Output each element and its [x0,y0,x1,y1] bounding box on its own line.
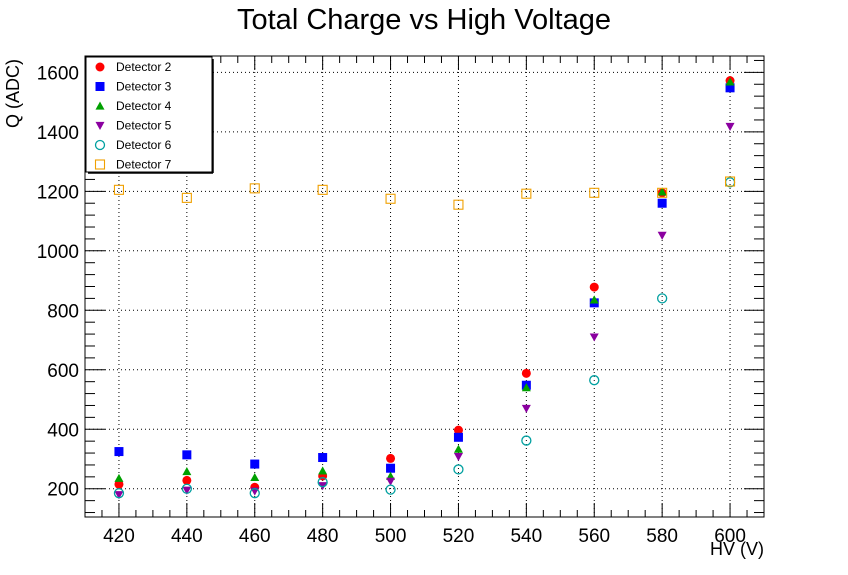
legend: Detector 2 Detector 3 Detector 4 Detector 5… [85,56,214,174]
legend-label: Detector 6 [116,138,172,152]
data-point [114,473,124,482]
y-tick-label: 1200 [37,182,79,203]
data-point [521,404,531,413]
data-point [317,477,328,488]
x-tick-label: 460 [239,526,271,547]
data-point [249,488,260,499]
legend-label: Detector 4 [116,99,172,113]
data-point [113,488,125,499]
x-tick-label: 540 [510,526,542,547]
data-point [386,477,396,486]
data-point [386,453,396,463]
data-point [181,192,192,203]
data-point [657,231,667,240]
x-tick-label: 560 [578,526,610,547]
y-tick-label: 200 [47,480,79,501]
data-point [453,444,463,453]
data-point [182,486,192,495]
legend-marker [95,121,105,130]
data-point [182,466,192,476]
legend-entry: Detector 2 [95,60,172,74]
legend-marker [95,62,105,72]
data-point [318,466,328,475]
data-point [114,491,124,500]
y-tick-label: 1400 [37,123,79,144]
y-tick-label: 1600 [37,63,79,84]
data-point [114,447,124,457]
data-point [250,459,260,469]
data-point [113,184,124,195]
data-point [521,435,532,446]
data-point [725,122,735,131]
legend-entry: Detector 4 [95,99,172,113]
legend-marker [95,82,105,91]
legend-box [85,56,213,173]
legend-marker [94,159,106,170]
legend-label: Detector 2 [116,60,172,74]
data-point [521,368,531,378]
data-point [453,425,463,435]
data-point [385,193,396,204]
legend-entry: Detector 5 [95,119,172,133]
data-point [521,188,532,199]
data-point [589,282,599,292]
chart-title: Total Charge vs High Voltage [237,4,611,36]
y-tick-label: 800 [47,301,79,322]
legend-entry: Detector 7 [94,158,172,172]
data-point [181,483,193,494]
data-point [657,293,668,304]
data-point [114,479,124,489]
data-point [657,187,668,198]
data-point [657,198,667,208]
x-tick-label: 600 [714,526,746,547]
x-tick-label: 480 [307,526,339,547]
series-detector-6 [113,177,736,499]
axes: 420 440 460 480 500 520 540 560 580 600 200 400 600 8… [37,55,765,547]
data-point [725,83,735,93]
data-point [453,464,464,475]
data-point [182,475,192,485]
x-tick-label: 500 [375,526,407,547]
legend-entry: Detector 3 [95,80,172,94]
data-point [521,383,531,392]
data-point [453,432,463,442]
x-axis-title: HV (V) [710,539,764,559]
x-tick-label: 440 [171,526,203,547]
data-point [453,453,463,462]
data-point [317,184,328,195]
data-point [386,463,396,473]
grid-lines [85,56,764,517]
x-tick-label: 520 [443,526,475,547]
data-point [318,453,328,463]
series-detector-5 [114,122,735,500]
data-point [725,77,735,86]
legend-marker [94,139,106,151]
legend-label: Detector 5 [116,119,172,133]
data-points [113,76,736,500]
legend-label: Detector 7 [116,158,172,172]
data-point [657,187,667,196]
x-tick-label: 420 [103,526,135,547]
y-tick-label: 400 [47,420,79,441]
data-point [724,176,736,187]
legend-label: Detector 3 [116,80,172,94]
series-detector-7 [113,176,736,210]
data-point [589,333,599,342]
data-point [385,484,396,495]
y-axis-title: Q (ADC) [3,59,23,128]
data-point [250,472,260,482]
data-point [589,295,599,304]
legend-entry: Detector 6 [94,138,172,152]
data-point [589,187,600,198]
data-point [182,450,192,460]
y-tick-label: 1000 [37,242,79,263]
y-tick-label: 600 [47,361,79,382]
series-detector-4 [114,77,735,482]
data-point [249,183,260,194]
x-tick-label: 580 [646,526,678,547]
data-point [589,375,600,386]
legend-marker [95,101,105,110]
data-point [453,199,464,210]
